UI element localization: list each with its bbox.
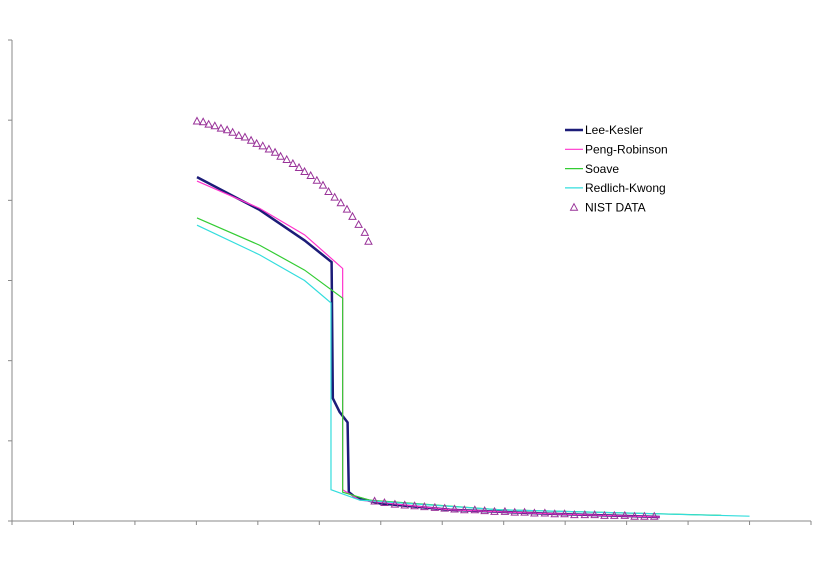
data-point — [364, 236, 373, 245]
data-point — [460, 505, 469, 514]
data-point — [380, 498, 389, 507]
data-point — [600, 510, 609, 519]
legend-label: Lee-Kesler — [585, 123, 643, 137]
data-point — [480, 506, 489, 515]
data-point — [258, 141, 268, 150]
series-line — [196, 175, 660, 519]
data-point — [450, 504, 459, 513]
series-line — [196, 224, 750, 517]
data-point — [649, 511, 659, 520]
legend-label: Soave — [585, 162, 619, 176]
data-point — [276, 151, 285, 160]
data-point — [312, 175, 322, 184]
data-point — [560, 509, 569, 518]
data-point — [300, 166, 309, 175]
data-point — [252, 138, 261, 147]
data-point — [630, 511, 639, 520]
data-point — [288, 158, 298, 167]
legend-marker — [569, 202, 579, 211]
data-point — [348, 211, 357, 220]
data-point — [640, 511, 649, 520]
data-point — [240, 132, 250, 141]
data-point — [370, 496, 379, 505]
data-point — [354, 219, 363, 228]
series-line — [196, 180, 660, 518]
data-point — [590, 510, 599, 519]
data-point — [264, 144, 274, 153]
data-point — [228, 127, 237, 136]
data-point — [550, 509, 560, 518]
data-point — [234, 130, 244, 139]
legend-label: Redlich-Kwong — [585, 181, 666, 195]
data-point — [609, 510, 619, 519]
data-point — [270, 147, 280, 156]
data-point — [510, 507, 520, 516]
data-point — [330, 192, 340, 201]
data-point — [420, 502, 429, 511]
data-point — [216, 123, 226, 132]
data-point — [470, 505, 480, 514]
data-point — [294, 162, 304, 171]
data-point — [520, 507, 529, 516]
data-point — [324, 186, 333, 196]
data-point — [620, 510, 630, 519]
series-line — [196, 217, 722, 516]
data-point — [430, 502, 440, 511]
data-point — [500, 506, 510, 515]
data-point — [580, 510, 590, 519]
data-point — [440, 503, 450, 512]
data-point — [342, 204, 352, 213]
data-point — [490, 506, 499, 515]
data-point — [222, 125, 232, 134]
data-point — [410, 501, 419, 510]
data-point — [282, 154, 292, 163]
data-point — [336, 198, 346, 207]
data-point — [204, 119, 214, 128]
data-point — [246, 135, 256, 144]
data-point — [306, 170, 316, 179]
data-point — [540, 508, 550, 517]
legend-label: NIST DATA — [585, 200, 646, 214]
data-point — [570, 510, 579, 519]
data-point — [360, 227, 370, 236]
data-point — [198, 117, 208, 126]
data-point — [390, 499, 400, 508]
data-point — [192, 116, 202, 125]
data-point — [318, 180, 328, 189]
data-point — [210, 121, 220, 130]
legend-label: Peng-Robinson — [585, 142, 668, 156]
data-point — [400, 500, 410, 509]
data-point — [530, 508, 539, 517]
